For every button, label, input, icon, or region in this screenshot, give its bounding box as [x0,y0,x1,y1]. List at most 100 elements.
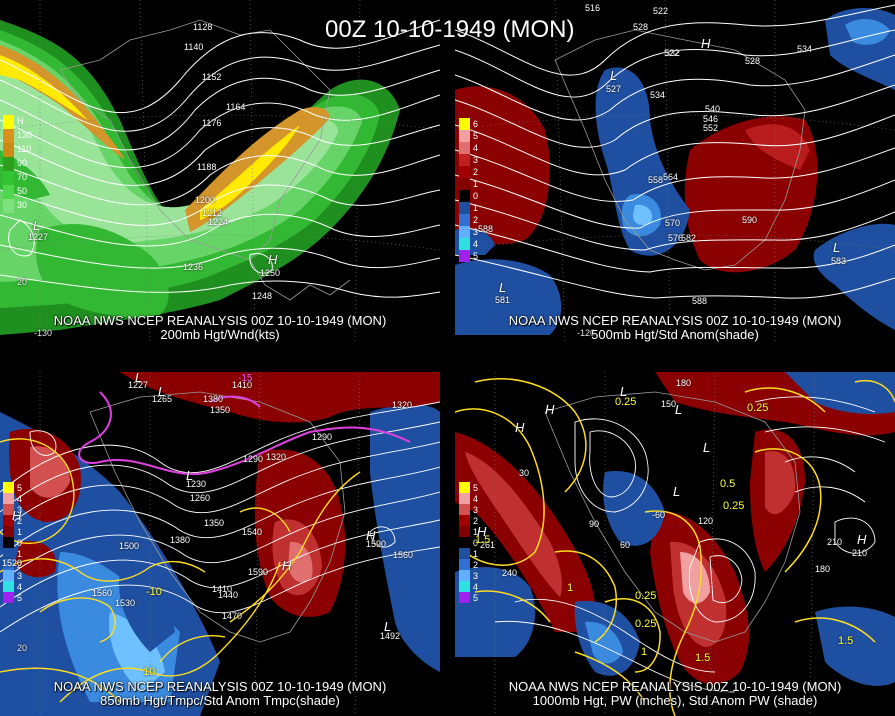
contour-label: 546 [703,114,719,124]
contour-label: 1212 [202,208,223,218]
contour-label: 1560 [92,588,113,598]
contour-label: 1492 [380,631,401,641]
lon-label: -130 [34,328,53,338]
caption-200mb: NOAA NWS NCEP REANALYSIS 00Z 10-10-1949 … [53,313,387,342]
contour-label: 581 [495,295,511,305]
high-pressure-marker: H [515,420,525,435]
contour-label: 1230 [186,479,207,489]
caption-1000mb: NOAA NWS NCEP REANALYSIS 00Z 10-10-1949 … [508,679,842,708]
contour-label: 1560 [393,550,414,560]
lon-label: -120 [577,328,596,338]
high-pressure-marker: H [701,36,711,51]
isotherm-label: 10 [143,666,156,678]
contour-label: 1320 [266,452,287,462]
contour-label: 180 [676,378,692,388]
contour-label: -60 [652,510,666,520]
high-pressure-marker: H [857,532,867,547]
date-title: 00Z 10-10-1949 (MON) [325,16,575,43]
contour-label: 1500 [119,541,140,551]
low-pressure-marker: L [33,218,41,233]
low-pressure-marker: L [135,372,143,385]
contour-label: 1176 [202,118,222,128]
high-pressure-marker: H [366,528,376,543]
low-pressure-marker: L [384,619,392,634]
pw-label: 0.25 [723,500,745,512]
contour-label: 261 [480,540,496,550]
contour-label: 150 [661,399,677,409]
contour-label: 522 [664,48,680,58]
contour-label: 1164 [226,102,246,112]
contour-label: 120 [698,516,714,526]
pw-label: 0.25 [747,402,769,414]
panel-850mb: 5 4 3 2 1 0 1 2 3 4 5 1227 1265 1380 141… [0,372,440,716]
contour-label: 1320 [392,400,413,410]
contour-label: 1350 [210,405,231,415]
contour-label: 582 [681,233,697,243]
contour-label: 1350 [204,518,225,528]
map-200mb [0,0,440,342]
contour-label: 528 [745,56,761,66]
pw-label: 0.25 [615,396,637,408]
pw-label: 1.5 [475,534,491,546]
contour-label: 240 [502,568,518,578]
contour-label: 60 [620,540,631,550]
contour-label: 534 [797,44,813,54]
contour-label: 1540 [242,527,263,537]
contour-label: 1250 [260,268,281,278]
low-pressure-marker: L [703,440,711,455]
contour-label: 1590 [366,539,387,549]
low-pressure-marker: L [499,280,507,295]
low-pressure-marker: L [620,384,628,399]
caption-850mb: NOAA NWS NCEP REANALYSIS 00Z 10-10-1949 … [53,679,387,708]
contour-label: 1224 [208,217,229,227]
contour-label: 564 [663,172,679,182]
high-pressure-marker: H [282,558,292,573]
panel-1000mb: 5 4 3 2 1 0 1 2 3 4 5 30 60 90 120 150 1… [455,372,895,716]
contour-label: 558 [648,175,664,185]
contour-label: 583 [831,256,847,266]
contour-label: 210 [852,548,868,558]
contour-label: 1248 [252,291,273,301]
contour-label: 534 [650,90,666,100]
caption-500mb: NOAA NWS NCEP REANALYSIS 00Z 10-10-1949 … [508,313,842,342]
contour-label: 1590 [248,567,269,577]
pw-label: 1.5 [695,652,711,664]
contour-label: 1188 [197,162,217,172]
contour-label: 588 [692,296,708,306]
high-pressure-marker: H [268,252,278,267]
contour-label: 1265 [152,394,173,404]
high-pressure-marker: H [12,508,22,523]
map-850mb [0,372,440,716]
contour-label: 1380 [170,535,191,545]
contour-label: 1410 [212,584,233,594]
pw-label: 0.5 [720,478,736,490]
contour-label: 540 [705,104,721,114]
contour-label: 1440 [218,590,239,600]
low-pressure-marker: L [673,484,681,499]
high-pressure-marker: H [545,402,555,417]
contour-label: 1470 [222,611,243,621]
contour-label: 516 [585,3,601,13]
contour-label: 1236 [183,262,204,272]
low-pressure-marker: L [833,240,841,255]
contour-label: 522 [653,6,669,16]
contour-label: 180 [815,564,831,574]
contour-label: 552 [703,123,719,133]
contour-label: 576 [668,233,684,243]
contour-label: 590 [742,215,758,225]
pw-label: 1 [641,646,648,658]
pw-label: 0.25 [635,618,657,630]
contour-label: 532 [665,48,681,58]
contour-label: 1290 [243,454,264,464]
contour-label: 570 [665,218,681,228]
map-500mb [455,0,895,342]
panel-200mb: H 130 110 90 70 50 30 1128 1140 1152 116… [0,0,440,342]
pw-label: 0.25 [635,590,657,602]
colorbar-200mb: H 130 110 90 70 50 30 [3,115,32,213]
contour-label: 1380 [203,394,224,404]
contour-label: 1200 [195,195,216,205]
contour-label: 90 [589,519,600,529]
contour-label: 588 [478,224,494,234]
colorbar-500mb: 6 5 4 3 2 1 0 1 2 3 4 5 [459,118,478,262]
low-pressure-marker: L [675,402,683,417]
